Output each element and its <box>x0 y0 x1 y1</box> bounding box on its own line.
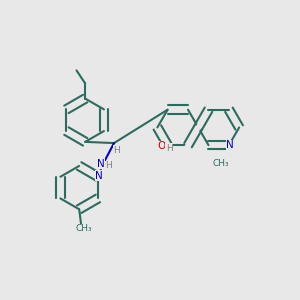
Text: N: N <box>226 140 234 150</box>
Text: N: N <box>97 158 105 169</box>
Text: CH₃: CH₃ <box>75 224 92 233</box>
Text: H: H <box>105 161 112 170</box>
Text: N: N <box>95 171 103 181</box>
Text: CH₃: CH₃ <box>212 159 229 168</box>
Text: H: H <box>166 143 172 152</box>
Text: O: O <box>158 141 166 152</box>
Text: H: H <box>113 146 120 155</box>
